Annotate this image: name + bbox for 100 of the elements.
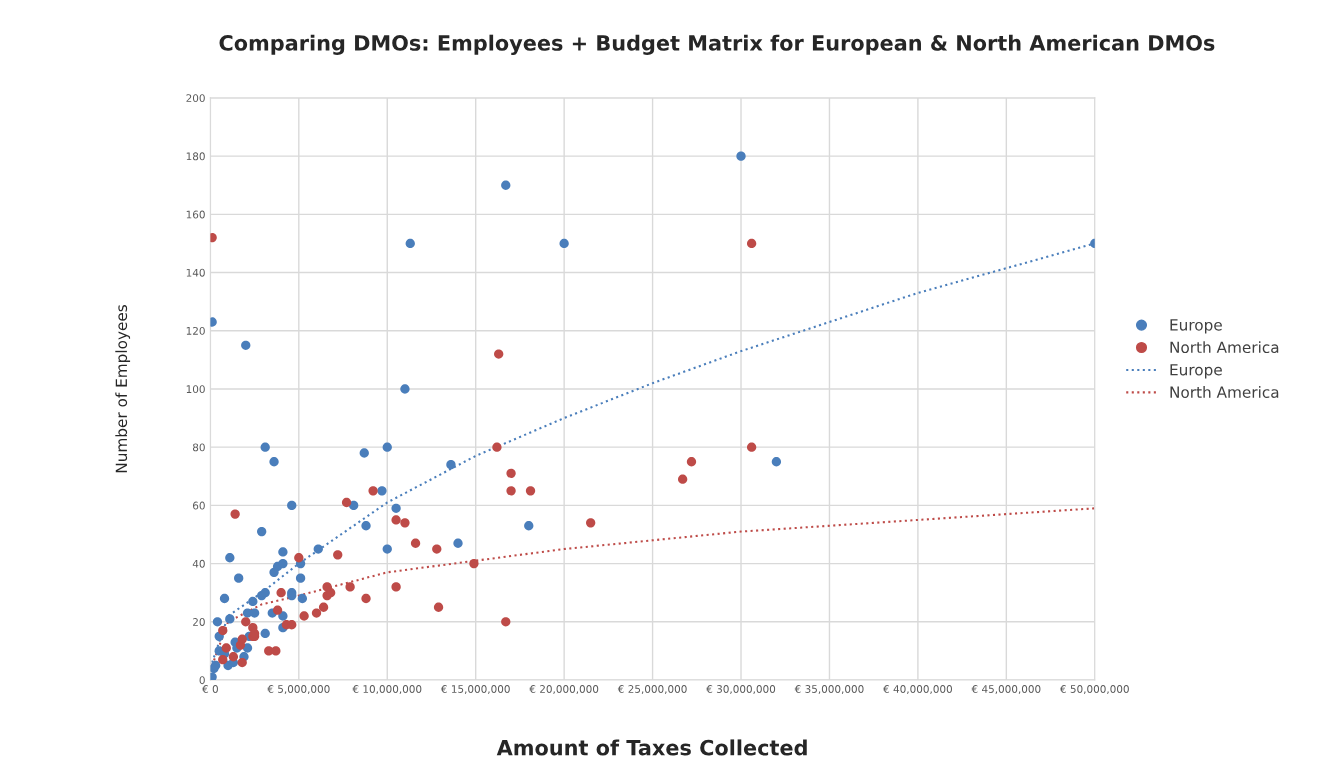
chart-title: Comparing DMOs: Employees + Budget Matrix for European & North American DMOs [219, 34, 1215, 56]
point [361, 593, 371, 604]
point [382, 442, 392, 452]
x-tick-label: € 5,000,000 [267, 685, 330, 695]
point [225, 614, 235, 624]
point [260, 442, 270, 452]
y-tick-label: 80 [192, 443, 205, 452]
legend-label: Europe [1170, 319, 1222, 334]
point [313, 544, 323, 554]
point [506, 486, 516, 496]
point [492, 442, 502, 452]
point [218, 654, 228, 665]
point [269, 457, 279, 467]
point [272, 605, 283, 615]
point [345, 582, 355, 592]
point [278, 611, 288, 621]
point [377, 486, 387, 496]
point [295, 573, 306, 583]
y-tick-label: 100 [186, 385, 205, 394]
point [218, 625, 228, 636]
y-tick-label: 140 [186, 268, 205, 277]
x-tick-label: € 25,000,000 [617, 685, 687, 695]
x-axis-title: Amount of Taxes Collected [496, 739, 807, 756]
y-tick-label: 160 [186, 210, 205, 219]
point [469, 558, 479, 569]
point [686, 457, 697, 467]
point [297, 593, 308, 604]
point [341, 497, 352, 508]
point [501, 617, 511, 627]
point [278, 547, 288, 557]
point [212, 617, 223, 627]
point [287, 500, 297, 511]
point [368, 486, 378, 496]
point [501, 180, 511, 190]
point [225, 553, 235, 563]
point [333, 550, 343, 560]
x-tick-label: € 40,000,000 [883, 685, 952, 695]
x-tick-label: € 20,000,000 [529, 685, 599, 695]
point [359, 448, 369, 458]
point [237, 634, 247, 644]
point [221, 643, 231, 653]
point [237, 657, 247, 668]
x-tick-label: € 0 [202, 685, 218, 693]
point [410, 538, 421, 548]
point [433, 602, 444, 612]
point [299, 611, 309, 621]
point [771, 457, 782, 467]
point [391, 503, 401, 513]
point [241, 617, 251, 627]
point [391, 515, 401, 525]
point [494, 349, 504, 359]
point [446, 459, 456, 470]
legend-label: North America [1170, 341, 1279, 354]
y-tick-label: 40 [192, 559, 205, 568]
point [260, 628, 270, 639]
point [278, 558, 288, 569]
y-tick-label: 0 [199, 676, 205, 685]
point [361, 521, 371, 531]
point [400, 384, 410, 394]
point [311, 608, 322, 618]
point [453, 538, 463, 548]
point [391, 582, 401, 592]
point [432, 544, 442, 554]
point [219, 593, 230, 604]
y-tick-label: 200 [186, 94, 205, 103]
point [746, 238, 757, 249]
point [746, 442, 757, 452]
y-tick-label: 180 [186, 152, 205, 161]
x-tick-label: € 45,000,000 [971, 685, 1041, 695]
point [294, 553, 304, 563]
point [348, 500, 359, 511]
point [241, 340, 251, 350]
point [234, 573, 244, 583]
point [506, 468, 516, 479]
x-tick-label: € 50,000,000 [1059, 685, 1129, 695]
point [524, 521, 534, 531]
point [525, 486, 536, 496]
point [276, 588, 286, 598]
y-tick-label: 20 [193, 618, 205, 626]
point [230, 509, 240, 519]
legend-label: North America [1170, 386, 1279, 398]
x-tick-label: € 35,000,000 [794, 685, 864, 695]
legend-label: Europe [1170, 364, 1222, 379]
point [248, 596, 258, 607]
point [405, 238, 415, 249]
y-tick-label: 60 [192, 501, 205, 510]
point [559, 238, 569, 249]
point [257, 526, 267, 537]
point [586, 518, 596, 528]
x-tick-label: € 15,000,000 [440, 685, 510, 695]
point [677, 474, 688, 484]
point [271, 646, 281, 656]
point [322, 582, 332, 592]
point [228, 652, 239, 662]
x-tick-label: € 30,000,000 [706, 685, 776, 695]
point [382, 544, 392, 554]
point [400, 518, 410, 528]
x-tick-label: € 10,000,000 [352, 685, 422, 695]
y-axis-title: Number of Employees [115, 305, 131, 473]
point [318, 602, 329, 612]
